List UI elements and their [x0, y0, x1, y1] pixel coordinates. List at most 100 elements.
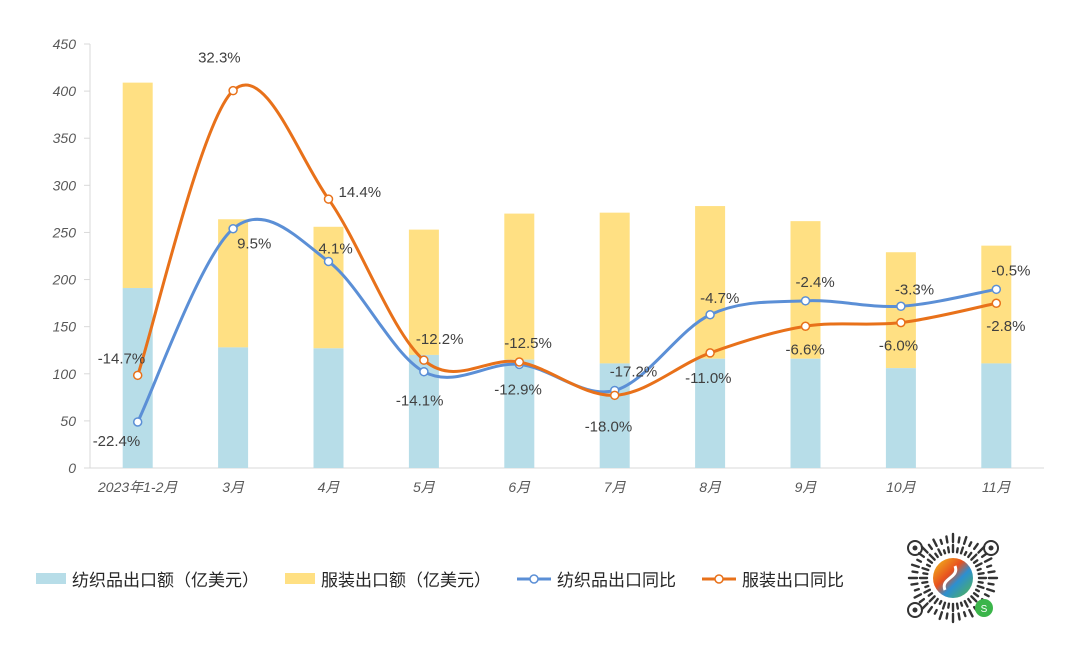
y-tick-label: 300 — [53, 177, 77, 193]
qr-ray — [976, 584, 985, 590]
legend-item-textile-amount: 纺织品出口额（亿美元） — [36, 566, 259, 591]
qr-ray — [980, 552, 988, 559]
data-point-marker — [705, 310, 715, 320]
qr-ray — [955, 602, 960, 610]
data-label: -0.5% — [991, 262, 1030, 279]
y-tick-label: 200 — [52, 272, 77, 288]
qr-ray — [938, 599, 943, 606]
qr-ray — [977, 571, 985, 576]
qr-ray — [987, 582, 995, 586]
qr-ray — [921, 566, 930, 572]
qr-ray — [942, 549, 947, 555]
data-label: -12.2% — [416, 331, 464, 348]
x-tick-label: 3月 — [222, 479, 245, 495]
legend-label: 服装出口同比 — [742, 571, 844, 590]
data-label: -2.8% — [986, 318, 1025, 335]
qr-ray — [924, 584, 930, 589]
legend-label: 纺织品出口额（亿美元） — [72, 571, 259, 590]
y-tick-label: 450 — [53, 36, 77, 52]
data-point-marker — [705, 348, 715, 358]
data-label: -6.0% — [879, 338, 918, 355]
x-tick-label: 8月 — [699, 479, 722, 495]
data-label: -18.0% — [585, 418, 633, 435]
y-tick-label: 250 — [52, 224, 77, 240]
y-tick-label: 0 — [68, 460, 76, 476]
x-tick-label: 6月 — [508, 479, 531, 495]
data-label: -22.4% — [93, 433, 141, 450]
qr-ray — [970, 595, 978, 603]
qr-ray — [939, 538, 944, 545]
data-label: -2.4% — [796, 274, 835, 291]
qr-ray — [962, 611, 967, 618]
x-tick-label: 7月 — [604, 479, 627, 495]
qr-ray — [913, 593, 923, 599]
qr-ray — [972, 559, 979, 564]
bar-apparel-amount — [504, 213, 535, 360]
legend-item-apparel-amount: 服装出口额（亿美元） — [285, 566, 491, 591]
qr-ray — [910, 582, 919, 586]
data-point-marker — [514, 357, 525, 367]
data-label: 9.5% — [237, 236, 271, 253]
qr-ray — [968, 608, 974, 618]
data-label: -4.7% — [700, 290, 739, 307]
qr-ray — [910, 563, 920, 569]
qr-ray — [922, 572, 929, 576]
qr-ray — [911, 570, 919, 574]
data-point-marker — [228, 85, 238, 96]
qr-ray — [967, 551, 973, 559]
qr-ray — [987, 570, 996, 574]
data-label: 4.1% — [319, 240, 353, 257]
qr-ray — [938, 611, 944, 621]
legend-label: 纺织品出口同比 — [557, 571, 676, 590]
qr-ray — [928, 595, 936, 603]
qr-ray — [923, 588, 932, 594]
qr-ray — [957, 612, 961, 621]
qr-ray — [955, 547, 959, 554]
data-point-marker — [132, 417, 143, 427]
bar-apparel-amount — [695, 206, 726, 359]
bar-textile-amount — [599, 363, 630, 468]
qr-ray — [934, 552, 939, 559]
legend: 纺织品出口额（亿美元） 服装出口额（亿美元） 纺织品出口同比 服装出口同比 — [36, 566, 844, 591]
x-tick-label: 11月 — [982, 479, 1012, 495]
qr-ray — [959, 546, 965, 555]
qr-ray — [983, 557, 993, 563]
data-point-marker — [800, 296, 811, 306]
data-point-marker — [228, 223, 238, 234]
bar-apparel-amount — [408, 229, 439, 355]
x-tick-label: 5月 — [413, 479, 436, 495]
qr-ray — [986, 564, 993, 569]
qr-ray — [957, 536, 961, 544]
data-label: -6.6% — [786, 341, 825, 358]
data-label: 14.4% — [339, 184, 382, 201]
legend-label: 服装出口额（亿美元） — [321, 571, 491, 590]
bar-textile-amount — [504, 359, 535, 468]
qr-ray — [972, 592, 980, 598]
data-point-marker — [991, 284, 1002, 295]
x-tick-label: 9月 — [795, 479, 818, 495]
qr-ray — [963, 599, 969, 608]
qr-ray — [947, 602, 951, 609]
bar-textile-amount — [981, 363, 1012, 468]
data-label: -11.0% — [685, 370, 731, 387]
qr-ray — [983, 593, 990, 598]
data-label: -3.3% — [895, 281, 934, 298]
data-label: 32.3% — [198, 50, 241, 67]
data-point-marker — [132, 370, 143, 381]
y-tick-label: 400 — [53, 83, 77, 99]
qr-ray — [913, 587, 920, 592]
qr-ray — [933, 597, 939, 605]
qr-ray — [977, 580, 984, 584]
bar-apparel-amount — [122, 82, 153, 289]
bar-textile-amount — [218, 347, 249, 468]
qr-ray — [945, 535, 949, 544]
svg-text:S: S — [981, 604, 988, 615]
data-point-marker — [323, 194, 334, 204]
qr-ray — [946, 546, 951, 554]
legend-swatch — [36, 573, 66, 584]
data-label: -17.2% — [610, 363, 658, 380]
bar-apparel-amount — [790, 221, 821, 359]
qr-ray — [927, 592, 934, 597]
bar-apparel-amount — [313, 226, 344, 349]
qr-ray — [927, 543, 934, 551]
